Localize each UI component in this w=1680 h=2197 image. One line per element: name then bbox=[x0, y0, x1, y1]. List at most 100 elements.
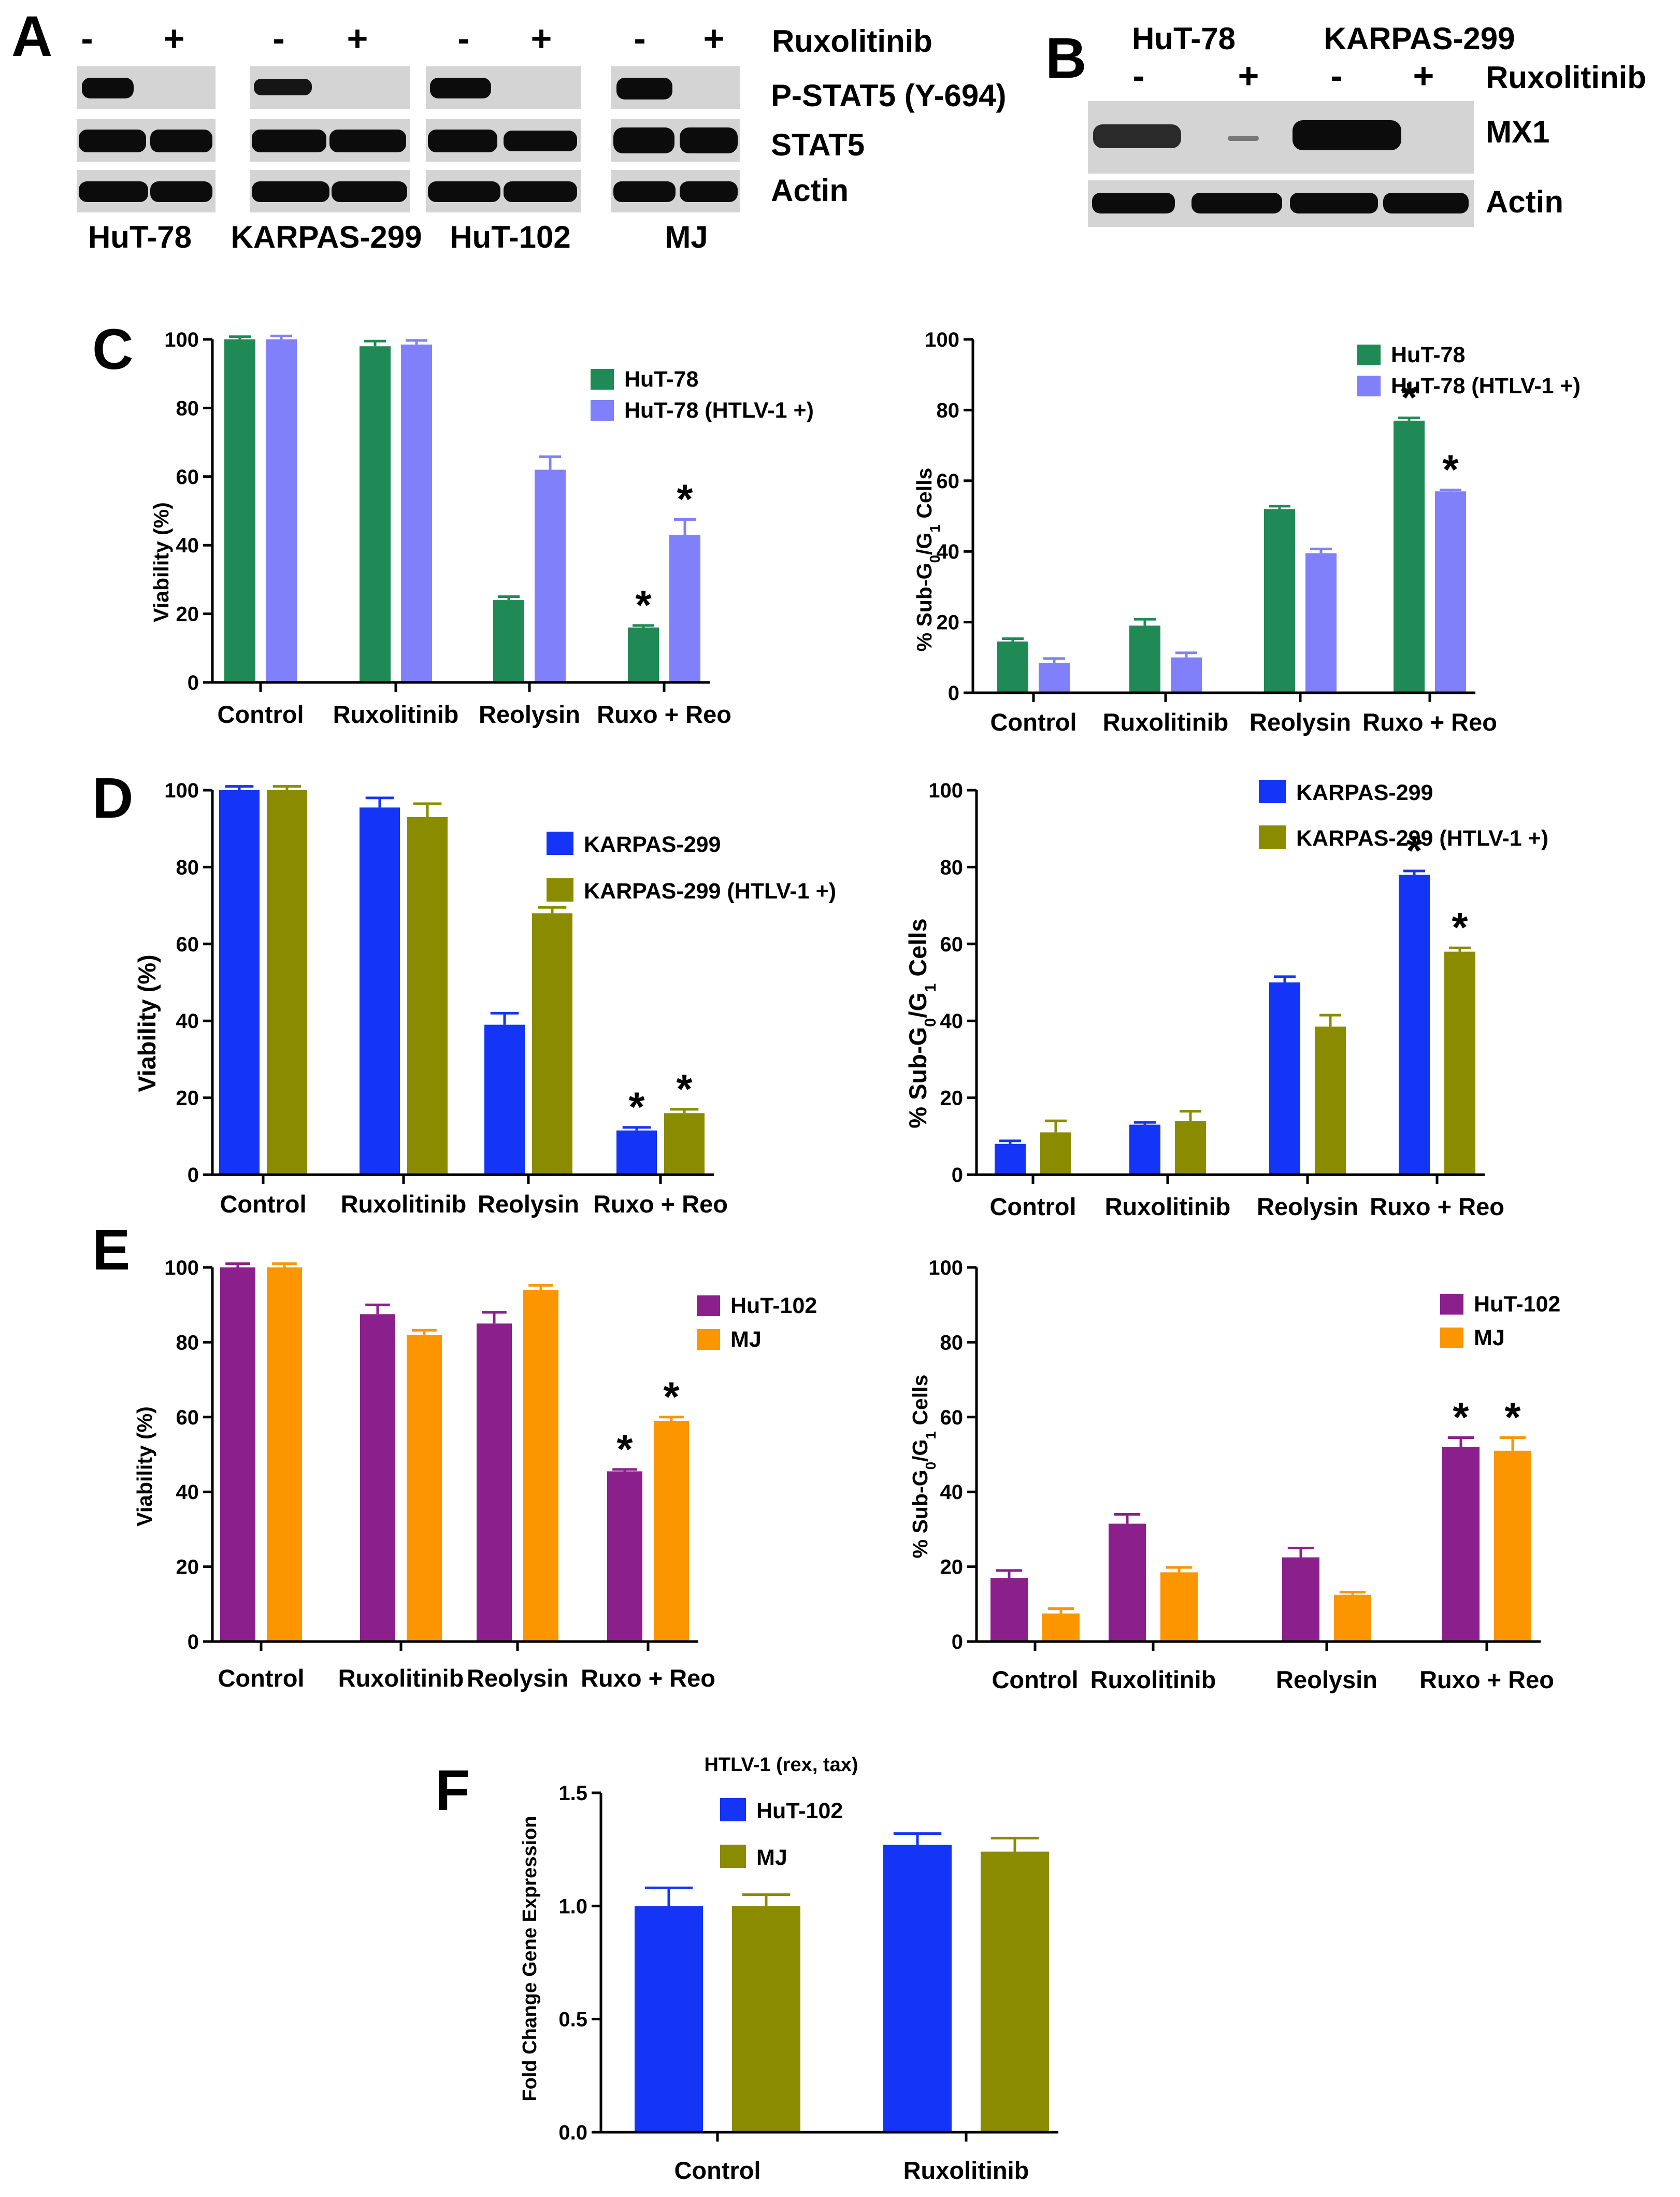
band bbox=[1093, 124, 1181, 148]
legend-swatch bbox=[720, 1798, 746, 1821]
bar bbox=[266, 339, 297, 682]
legend-swatch bbox=[1440, 1294, 1463, 1315]
cell-line-label: HuT-78 bbox=[88, 220, 192, 254]
y-tick-label: 60 bbox=[940, 933, 964, 956]
bar bbox=[616, 1130, 657, 1175]
y-tick-label: 80 bbox=[937, 399, 960, 422]
band bbox=[613, 127, 674, 153]
band bbox=[430, 78, 491, 98]
band bbox=[613, 181, 676, 202]
bar bbox=[224, 339, 255, 682]
panel-d-label: D bbox=[92, 766, 133, 830]
panel-c-label: C bbox=[92, 318, 133, 381]
x-category-label: Reolysin bbox=[1250, 708, 1351, 736]
x-category-label: Reolysin bbox=[1276, 1666, 1377, 1693]
bar bbox=[1175, 1121, 1206, 1175]
significance-star: * bbox=[1406, 828, 1423, 874]
band bbox=[428, 130, 497, 152]
legend-label: HuT-78 bbox=[624, 367, 698, 392]
bar bbox=[997, 641, 1028, 693]
bar bbox=[628, 627, 659, 682]
legend-label: KARPAS-299 bbox=[584, 832, 721, 857]
y-tick-label: 60 bbox=[176, 466, 199, 489]
legend-swatch bbox=[1440, 1328, 1463, 1348]
x-category-label: Ruxolitinib bbox=[903, 2157, 1029, 2184]
band bbox=[332, 181, 407, 202]
blot-bands bbox=[79, 78, 738, 202]
y-tick-label: 80 bbox=[940, 1331, 964, 1354]
significance-star: * bbox=[676, 1066, 693, 1112]
x-category-label: Ruxo + Reo bbox=[1370, 1193, 1504, 1220]
band bbox=[616, 78, 672, 99]
y-tick-label: 0 bbox=[948, 682, 959, 705]
band bbox=[1293, 120, 1401, 150]
bar bbox=[477, 1323, 512, 1642]
significance-star: * bbox=[1453, 1394, 1469, 1440]
y-tick-label: 1.0 bbox=[558, 1895, 587, 1918]
blot-row-label: Actin bbox=[771, 173, 849, 208]
band bbox=[79, 181, 148, 202]
lane-sign: - bbox=[457, 18, 469, 59]
bar bbox=[981, 1851, 1049, 2132]
band bbox=[680, 127, 738, 153]
significance-star: * bbox=[1504, 1394, 1521, 1440]
bar bbox=[1171, 657, 1202, 693]
panel-b-treatment-label: Ruxolitinib bbox=[1486, 60, 1646, 95]
bar bbox=[654, 1421, 689, 1642]
legend-label: KARPAS-299 (HTLV-1 +) bbox=[584, 879, 836, 904]
band bbox=[252, 130, 326, 152]
y-tick-label: 100 bbox=[164, 329, 199, 351]
x-category-label: Ruxolitinib bbox=[341, 1190, 467, 1218]
bar bbox=[669, 535, 700, 682]
bar bbox=[523, 1290, 558, 1642]
y-tick-label: 80 bbox=[176, 397, 199, 420]
band bbox=[329, 130, 406, 152]
legend-swatch bbox=[591, 400, 614, 421]
band bbox=[150, 130, 212, 152]
lane-sign: + bbox=[703, 18, 725, 59]
legend-swatch bbox=[547, 878, 573, 902]
legend-label: HuT-78 (HTLV-1 +) bbox=[1391, 374, 1581, 398]
y-tick-label: 1.5 bbox=[558, 1782, 587, 1805]
bar bbox=[532, 913, 572, 1175]
blot-row-label: Actin bbox=[1486, 184, 1563, 219]
y-tick-label: 60 bbox=[176, 933, 199, 956]
y-tick-label: 80 bbox=[176, 856, 199, 879]
legend-label: KARPAS-299 bbox=[1296, 780, 1433, 805]
lane-sign: + bbox=[347, 18, 368, 59]
significance-star: * bbox=[635, 582, 652, 628]
y-tick-label: 80 bbox=[940, 856, 964, 879]
y-tick-label: 0.5 bbox=[558, 2008, 587, 2031]
panel-a-signs: - + - + - + - + bbox=[81, 18, 724, 59]
chart-panel-c: * * 0 20 40 60 80 100 Control Ruxolitinib Reolysin… bbox=[925, 329, 1581, 736]
y-tick-label: 100 bbox=[928, 1257, 963, 1279]
lane-sign: + bbox=[164, 18, 185, 59]
x-category-label: Control bbox=[990, 708, 1076, 736]
legend-label: MJ bbox=[1474, 1325, 1505, 1350]
bar bbox=[1042, 1613, 1080, 1642]
band bbox=[680, 181, 738, 202]
legend-label: HuT-78 bbox=[1391, 343, 1465, 367]
y-tick-label: 60 bbox=[176, 1406, 199, 1429]
bar bbox=[1040, 1132, 1071, 1175]
bar bbox=[219, 790, 260, 1175]
bar bbox=[1129, 1124, 1160, 1175]
chart-panel-d: * * 0 20 40 60 80 100 Control Ruxolitinib Reolysin… bbox=[164, 779, 836, 1218]
lane-sign: + bbox=[1238, 55, 1259, 96]
bar bbox=[1315, 1026, 1346, 1175]
y-tick-label: 40 bbox=[176, 1010, 199, 1033]
x-category-label: Ruxo + Reo bbox=[1362, 708, 1497, 736]
bar bbox=[1305, 553, 1337, 693]
lane-sign: - bbox=[634, 18, 645, 59]
y-tick-label: 0 bbox=[188, 672, 199, 694]
panel-a: A - + - + - + - + Ruxolitinib bbox=[11, 5, 1007, 254]
legend-swatch bbox=[697, 1329, 720, 1350]
band bbox=[504, 131, 577, 151]
y-tick-label: 20 bbox=[176, 1087, 199, 1110]
significance-star: * bbox=[1452, 904, 1468, 950]
band bbox=[1228, 136, 1259, 141]
panel-b-label: B bbox=[1045, 26, 1086, 90]
charts-layer: * * 0 20 40 60 80 100 Control Ruxolitinib Reolysin… bbox=[164, 329, 1581, 2184]
band bbox=[1092, 193, 1175, 213]
